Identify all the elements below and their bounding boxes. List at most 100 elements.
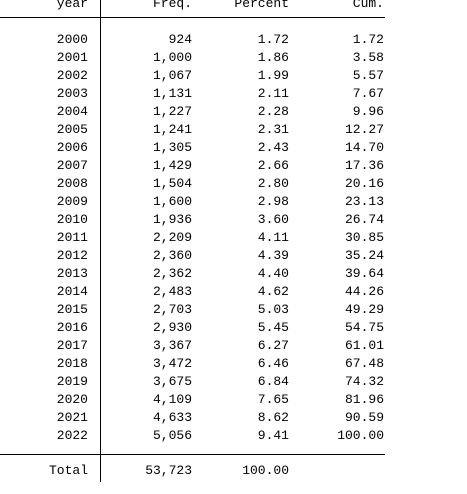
cell-value: 74.32 [344, 374, 384, 389]
row-label: 2020 [56, 392, 88, 407]
cell-value: 2,209 [152, 230, 192, 245]
cell-value: 2,930 [152, 320, 192, 335]
cell-value: 3.60 [257, 212, 289, 227]
row-label: 2007 [56, 158, 88, 173]
row-label: 2001 [56, 50, 88, 65]
cell-value: 5.57 [352, 68, 384, 83]
cell-value: 67.48 [344, 356, 384, 371]
cell-value: 39.64 [344, 266, 384, 281]
row-label: 2006 [56, 140, 88, 155]
cell-value: 20.16 [344, 176, 384, 191]
cell-value: 9.96 [352, 104, 384, 119]
cell-value: 4,109 [152, 392, 192, 407]
total-label: Total [48, 463, 88, 478]
row-label: 2009 [56, 194, 88, 209]
cell-value: 5.03 [257, 302, 289, 317]
cell-value: 3.58 [352, 50, 384, 65]
row-label: 2000 [56, 32, 88, 47]
cell-value: 35.24 [344, 248, 384, 263]
cell-value: 2.28 [257, 104, 289, 119]
row-label: 2003 [56, 86, 88, 101]
cell-value: 4.62 [257, 284, 289, 299]
cell-value: 1.86 [257, 50, 289, 65]
cell-value: 5.45 [257, 320, 289, 335]
cell-value: 1,131 [152, 86, 192, 101]
row-label: 2005 [56, 122, 88, 137]
cell-value: 3,367 [152, 338, 192, 353]
cell-value: 26.74 [344, 212, 384, 227]
row-label: 2015 [56, 302, 88, 317]
cell-value: 14.70 [344, 140, 384, 155]
row-label: 2004 [56, 104, 88, 119]
cell-value: 1.99 [257, 68, 289, 83]
cell-value: 2.66 [257, 158, 289, 173]
cell-value: 1,305 [152, 140, 192, 155]
total-value: 100.00 [242, 463, 289, 478]
cell-value: 1,429 [152, 158, 192, 173]
row-label: 2017 [56, 338, 88, 353]
cell-value: 81.96 [344, 392, 384, 407]
column-divider [100, 0, 101, 482]
cell-value: 2,360 [152, 248, 192, 263]
cell-value: 2.11 [257, 86, 289, 101]
cell-value: 2,362 [152, 266, 192, 281]
column-header: Cum. [352, 0, 384, 11]
cell-value: 1,600 [152, 194, 192, 209]
cell-value: 54.75 [344, 320, 384, 335]
row-label: 2022 [56, 428, 88, 443]
total-rule [0, 454, 385, 455]
row-label: 2011 [56, 230, 88, 245]
cell-value: 3,675 [152, 374, 192, 389]
total-value: 53,723 [145, 463, 192, 478]
cell-value: 1,504 [152, 176, 192, 191]
header-rule [0, 17, 385, 18]
row-label: 2021 [56, 410, 88, 425]
cell-value: 44.26 [344, 284, 384, 299]
row-label: 2018 [56, 356, 88, 371]
cell-value: 2.31 [257, 122, 289, 137]
cell-value: 23.13 [344, 194, 384, 209]
cell-value: 2,483 [152, 284, 192, 299]
cell-value: 30.85 [344, 230, 384, 245]
row-label: 2014 [56, 284, 88, 299]
cell-value: 61.01 [344, 338, 384, 353]
column-header: Percent [234, 0, 289, 11]
cell-value: 1,227 [152, 104, 192, 119]
cell-value: 2.43 [257, 140, 289, 155]
cell-value: 1.72 [352, 32, 384, 47]
cell-value: 2,703 [152, 302, 192, 317]
cell-value: 924 [168, 32, 192, 47]
cell-value: 12.27 [344, 122, 384, 137]
row-label: 2016 [56, 320, 88, 335]
cell-value: 4.11 [257, 230, 289, 245]
row-label: 2012 [56, 248, 88, 263]
cell-value: 2.80 [257, 176, 289, 191]
cell-value: 2.98 [257, 194, 289, 209]
cell-value: 1,936 [152, 212, 192, 227]
row-label: 2002 [56, 68, 88, 83]
row-label: 2010 [56, 212, 88, 227]
cell-value: 4.39 [257, 248, 289, 263]
column-header: year [56, 0, 88, 11]
cell-value: 1,067 [152, 68, 192, 83]
cell-value: 90.59 [344, 410, 384, 425]
row-label: 2019 [56, 374, 88, 389]
cell-value: 3,472 [152, 356, 192, 371]
cell-value: 9.41 [257, 428, 289, 443]
cell-value: 8.62 [257, 410, 289, 425]
cell-value: 7.65 [257, 392, 289, 407]
cell-value: 49.29 [344, 302, 384, 317]
cell-value: 17.36 [344, 158, 384, 173]
cell-value: 1.72 [257, 32, 289, 47]
row-label: 2013 [56, 266, 88, 281]
row-label: 2008 [56, 176, 88, 191]
cell-value: 6.84 [257, 374, 289, 389]
cell-value: 1,241 [152, 122, 192, 137]
cell-value: 4,633 [152, 410, 192, 425]
cell-value: 6.27 [257, 338, 289, 353]
cell-value: 6.46 [257, 356, 289, 371]
column-header: Freq. [152, 0, 192, 11]
cell-value: 4.40 [257, 266, 289, 281]
cell-value: 7.67 [352, 86, 384, 101]
